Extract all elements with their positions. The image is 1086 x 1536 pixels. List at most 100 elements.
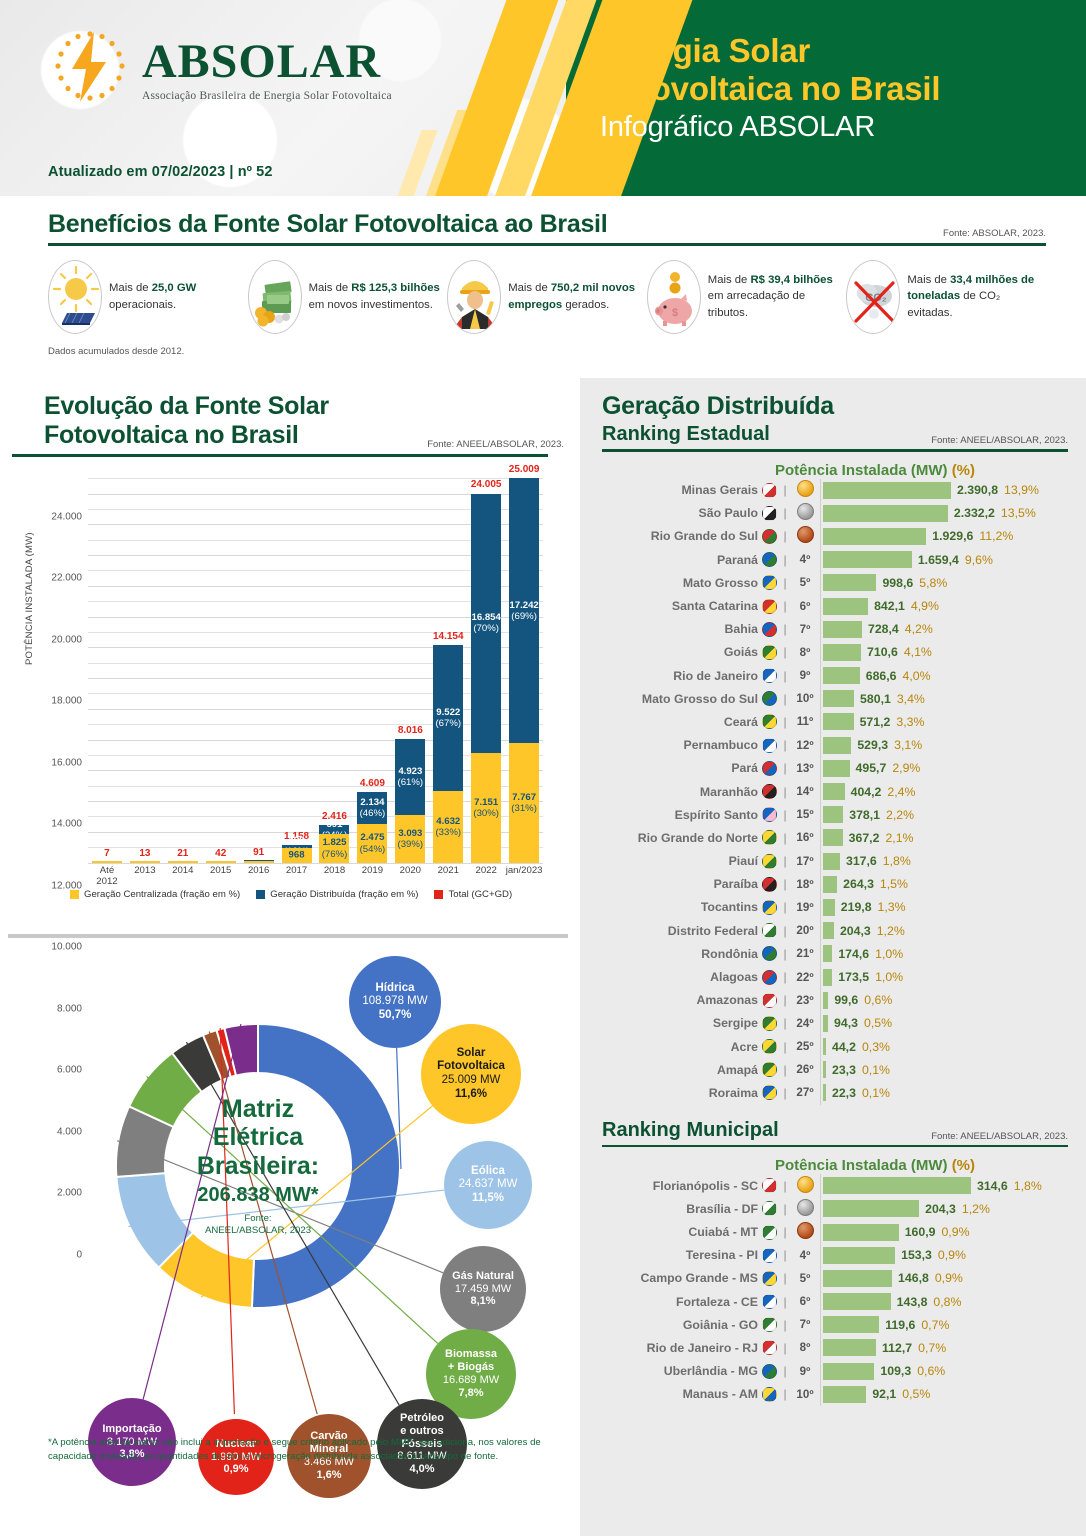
ranking-position: 16º (796, 831, 814, 845)
ranking-row[interactable]: Ceará | 11º 571,2 3,3% (602, 710, 1068, 734)
ranking-row[interactable]: Bahia | 7º 728,4 4,2% (602, 617, 1068, 641)
y-axis-tick: 4.000 (56, 1126, 82, 1137)
ranking-name: Santa Catarina (671, 599, 758, 614)
updated-label: Atualizado em 07/02/2023 | nº 52 (48, 164, 273, 180)
ranking-percent: 1,0% (875, 946, 904, 961)
evolution-divider (12, 454, 548, 457)
flag-icon (758, 1224, 780, 1240)
x-axis-ticks: Até 2012 2013 2014 2015 2016 2017 2018 2019 2020… (88, 865, 543, 887)
stacked-bar (167, 861, 198, 863)
bar-total-label: 91 (253, 847, 265, 859)
ranking-name: Uberlândia - MG (663, 1364, 758, 1379)
municipal-ranking-source: Fonte: ANEEL/ABSOLAR, 2023. (931, 1130, 1068, 1142)
ranking-row[interactable]: São Paulo | 2.332,2 13,5% (602, 501, 1068, 525)
ranking-row[interactable]: Alagoas | 22º 173,5 1,0% (602, 965, 1068, 989)
ranking-row[interactable]: Cuiabá - MT | 160,9 0,9% (602, 1220, 1068, 1244)
callout-value: 1.990 MW (210, 1450, 262, 1463)
ranking-position: 24º (796, 1016, 814, 1030)
ranking-bar (823, 620, 862, 638)
ranking-row[interactable]: Tocantins | 19º 219,8 1,3% (602, 895, 1068, 920)
legend-item: Geração Distribuída (fração em %) (256, 889, 418, 900)
ranking-bar (823, 574, 877, 592)
ranking-row[interactable]: Fortaleza - CE | 6º 143,8 0,8% (602, 1290, 1068, 1314)
row-separator: | (783, 877, 787, 892)
y-axis-tick: 18.000 (51, 695, 82, 707)
callout-percent: 8,1% (470, 1295, 496, 1308)
ranking-row[interactable]: Campo Grande - MS | 5º 146,8 0,9% (602, 1266, 1068, 1290)
ranking-row[interactable]: Minas Gerais | 2.390,8 13,9% (602, 478, 1068, 502)
ranking-row[interactable]: Mato Grosso | 5º 998,6 5,8% (602, 571, 1068, 595)
bar-column: 8.016 4.923 (61%) 3.093 (39%) (391, 471, 429, 863)
flag-icon (758, 1270, 780, 1286)
ranking-bar-area: 842,1 4,9% (820, 594, 1068, 618)
ranking-row[interactable]: Distrito Federal | 20º 204,3 1,2% (602, 919, 1068, 943)
ranking-row[interactable]: Rio Grande do Norte | 16º 367,2 2,1% (602, 826, 1068, 850)
ranking-row[interactable]: Pernambuco | 12º 529,3 3,1% (602, 733, 1068, 757)
medal-silver-icon (796, 503, 814, 521)
ranking-row[interactable]: Uberlândia - MG | 9º 109,3 0,6% (602, 1359, 1068, 1383)
stacked-bar (129, 861, 160, 863)
bar-axis (820, 849, 821, 873)
gridline (88, 693, 543, 695)
flag-icon (758, 621, 780, 637)
ranking-row[interactable]: Sergipe | 24º 94,3 0,5% (602, 1011, 1068, 1035)
ranking-row[interactable]: Espírito Santo | 15º 378,1 2,2% (602, 803, 1068, 827)
ranking-row[interactable]: Amapá | 26º 23,3 0,1% (602, 1058, 1068, 1082)
bar-segment-label-gc: 968 (288, 849, 305, 861)
ranking-row[interactable]: Piauí | 17º 317,6 1,8% (602, 849, 1068, 873)
ranking-row[interactable]: Pará | 13º 495,7 2,9% (602, 756, 1068, 780)
ranking-row[interactable]: Roraima | 27º 22,3 0,1% (602, 1081, 1068, 1105)
bar-segment-distribuida: 17.242 (69%) (509, 478, 540, 744)
benefits-title: Benefícios da Fonte Solar Fotovoltaica a… (48, 210, 608, 238)
ranking-row[interactable]: Paraíba | 18º 264,3 1,5% (602, 872, 1068, 896)
bar-axis (820, 1220, 821, 1244)
bar-segment-centralizada: 968 (281, 847, 312, 863)
ranking-row[interactable]: Goiânia - GO | 7º 119,6 0,7% (602, 1313, 1068, 1337)
ranking-row[interactable]: Teresina - PI | 4º 153,3 0,9% (602, 1243, 1068, 1267)
benefits-list: Mais de 25,0 GW operacionais. Mais de R$ … (48, 259, 1046, 334)
ranking-row[interactable]: Rio de Janeiro - RJ | 8º 112,7 0,7% (602, 1336, 1068, 1360)
ranking-row[interactable]: Maranhão | 14º 404,2 2,4% (602, 779, 1068, 804)
y-axis-tick: 16.000 (51, 757, 82, 769)
benefit-item: Mais de 25,0 GW operacionais. (48, 259, 248, 334)
ranking-row[interactable]: Acre | 25º 44,2 0,3% (602, 1035, 1068, 1059)
ranking-bar-area: 495,7 2,9% (820, 756, 1068, 780)
row-separator: | (783, 946, 787, 961)
stacked-bar: 16.854 (70%) 7.151 (30%) (471, 493, 502, 863)
ranking-value: 219,8 (840, 900, 872, 915)
benefit-item: CO₂ Mais de 33,4 milhões de toneladas de … (846, 259, 1046, 334)
ranking-row[interactable]: Brasília - DF | 204,3 1,2% (602, 1197, 1068, 1221)
ranking-bar-area: 112,7 0,7% (820, 1336, 1068, 1360)
callout-leader-line (146, 1075, 439, 1345)
gridline (88, 754, 543, 756)
ranking-row[interactable]: Amazonas | 23º 99,6 0,6% (602, 988, 1068, 1012)
ranking-row[interactable]: Rio de Janeiro | 9º 686,6 4,0% (602, 664, 1068, 688)
bar-total-label: 21 (177, 848, 189, 860)
ranking-percent: 0,9% (937, 1248, 966, 1263)
ranking-row[interactable]: Santa Catarina | 6º 842,1 4,9% (602, 594, 1068, 618)
bar-segment-distribuida: 4.923 (61%) (395, 739, 426, 815)
gridline: 16.000 (51, 616, 543, 768)
donut-callout: Solar Fotovoltaica 25.009 MW 11,6% (421, 1024, 521, 1124)
ranking-row[interactable]: Rio Grande do Sul | 1.929,6 11,2% (602, 524, 1068, 549)
bar-total-label: 8.016 (397, 725, 423, 737)
donut-callout: Nuclear 1.990 MW 0,9% (198, 1419, 274, 1495)
ranking-row[interactable]: Paraná | 4º 1.659,4 9,6% (602, 548, 1068, 572)
ranking-row[interactable]: Manaus - AM | 10º 92,1 0,5% (602, 1382, 1068, 1406)
ranking-name: Alagoas (710, 970, 758, 985)
gridline (88, 570, 543, 572)
ranking-position: 10º (796, 1387, 814, 1401)
ranking-position: 27º (796, 1086, 814, 1100)
ranking-row[interactable]: Mato Grosso do Sul | 10º 580,1 3,4% (602, 687, 1068, 711)
ranking-value: 529,3 (857, 738, 889, 753)
ranking-row[interactable]: Florianópolis - SC | 314,6 1,8% (602, 1174, 1068, 1198)
ranking-position: 6º (799, 1295, 811, 1309)
x-axis-tick: 2015 (210, 864, 232, 876)
ranking-bar (823, 667, 860, 685)
ranking-bar (823, 1177, 971, 1195)
flag-icon (758, 760, 780, 776)
ranking-row[interactable]: Goiás | 8º 710,6 4,1% (602, 640, 1068, 664)
ranking-row[interactable]: Rondônia | 21º 174,6 1,0% (602, 942, 1068, 966)
callout-name: Carvão Mineral (309, 1430, 349, 1456)
